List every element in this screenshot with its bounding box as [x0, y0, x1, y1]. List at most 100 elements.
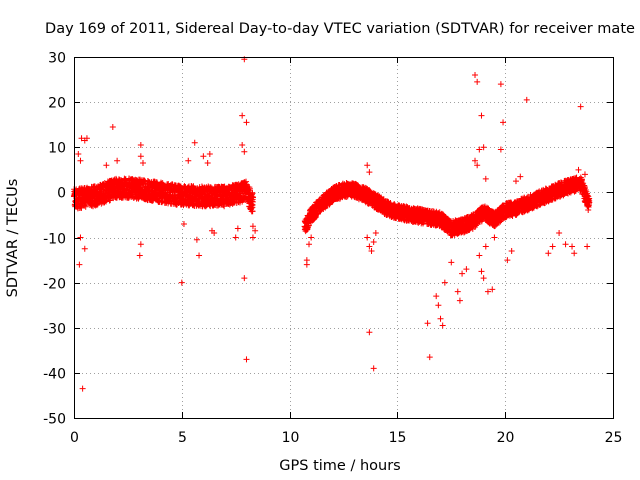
- outlier-point: [364, 234, 371, 241]
- x-tick-labels: 0 5 10 15 20 25: [70, 430, 622, 446]
- outlier-point: [136, 252, 143, 259]
- y-tick-label: 30: [48, 51, 66, 67]
- outlier-point: [185, 157, 192, 164]
- axis-ticks: [74, 57, 614, 419]
- outlier-point: [366, 329, 373, 336]
- outlier-point: [459, 270, 466, 277]
- outlier-point: [308, 234, 315, 241]
- outlier-point: [472, 72, 479, 79]
- x-axis-title: GPS time / hours: [279, 458, 400, 474]
- outlier-point: [234, 225, 241, 232]
- outlier-point: [435, 302, 442, 309]
- outlier-point: [178, 279, 185, 286]
- outlier-point: [243, 119, 250, 126]
- x-tick-label: 0: [70, 430, 79, 446]
- outlier-point: [139, 160, 146, 167]
- outlier-point: [512, 178, 519, 185]
- outlier-point: [463, 266, 470, 273]
- outlier-point: [456, 297, 463, 304]
- band-point: [249, 208, 256, 215]
- outlier-point: [77, 157, 84, 164]
- outlier-point: [200, 153, 207, 160]
- outlier-point: [243, 356, 250, 363]
- outlier-point: [191, 139, 198, 146]
- x-tick-label: 5: [178, 430, 187, 446]
- outlier-point: [306, 241, 313, 248]
- outlier-point: [241, 275, 248, 282]
- outlier-point: [137, 241, 144, 248]
- outlier-point: [584, 243, 591, 250]
- x-tick-label: 25: [605, 430, 623, 446]
- grid-lines: [74, 57, 613, 418]
- outlier-point: [556, 229, 563, 236]
- band-point: [249, 194, 256, 201]
- band-point: [246, 185, 253, 192]
- y-tick-label: -40: [43, 367, 66, 383]
- outlier-point: [424, 320, 431, 327]
- outlier-point: [193, 236, 200, 243]
- plot-frame: [74, 57, 614, 419]
- y-tick-label: 20: [48, 96, 66, 112]
- outlier-point: [545, 250, 552, 257]
- outlier-point: [517, 173, 524, 180]
- y-tick-label: -10: [43, 232, 66, 248]
- outlier-point: [478, 268, 485, 275]
- outlier-point: [75, 151, 82, 158]
- outlier-point: [562, 241, 569, 248]
- outlier-point: [372, 229, 379, 236]
- outlier-point: [575, 166, 582, 173]
- x-tick-label: 20: [497, 430, 515, 446]
- outlier-point: [577, 103, 584, 110]
- outlier-point: [76, 261, 83, 268]
- outlier-point: [370, 365, 377, 372]
- outlier-point: [433, 293, 440, 300]
- y-tick-label: -20: [43, 277, 66, 293]
- y-axis-title: SDTVAR / TECUs: [5, 179, 21, 298]
- outlier-point: [491, 234, 498, 241]
- outlier-point: [497, 81, 504, 88]
- outlier-point: [103, 162, 110, 169]
- data-points: [71, 56, 593, 392]
- outlier-point: [239, 141, 246, 148]
- outlier-point: [364, 162, 371, 169]
- outlier-point: [206, 151, 213, 158]
- outlier-point: [571, 250, 578, 257]
- outlier-point: [196, 252, 203, 259]
- outlier-point: [204, 160, 211, 167]
- outlier-point: [454, 288, 461, 295]
- outlier-point: [79, 385, 86, 392]
- outlier-point: [437, 315, 444, 322]
- outlier-point: [482, 243, 489, 250]
- outlier-point: [370, 239, 377, 246]
- outlier-point: [109, 123, 116, 130]
- band-point: [82, 203, 89, 210]
- outlier-point: [81, 245, 88, 252]
- outlier-point: [180, 220, 187, 227]
- outlier-point: [474, 78, 481, 85]
- outlier-point: [448, 259, 455, 266]
- y-tick-label: -30: [43, 322, 66, 338]
- outlier-point: [77, 234, 84, 241]
- outlier-point: [366, 169, 373, 176]
- outlier-point: [441, 279, 448, 286]
- y-tick-label: 10: [48, 141, 66, 157]
- outlier-point: [480, 275, 487, 282]
- outlier-point: [426, 354, 433, 361]
- outlier-point: [232, 234, 239, 241]
- outlier-point: [508, 248, 515, 255]
- outlier-point: [303, 261, 310, 268]
- x-tick-label: 10: [282, 430, 300, 446]
- outlier-point: [478, 112, 485, 119]
- outlier-point: [239, 112, 246, 119]
- outlier-point: [569, 243, 576, 250]
- outlier-point: [523, 96, 530, 103]
- outlier-point: [241, 148, 248, 155]
- chart-title: Day 169 of 2011, Sidereal Day-to-day VTE…: [45, 21, 635, 37]
- x-tick-label: 15: [389, 430, 407, 446]
- y-tick-label: 0: [57, 186, 66, 202]
- outlier-point: [476, 252, 483, 259]
- outlier-point: [549, 243, 556, 250]
- outlier-point: [482, 175, 489, 182]
